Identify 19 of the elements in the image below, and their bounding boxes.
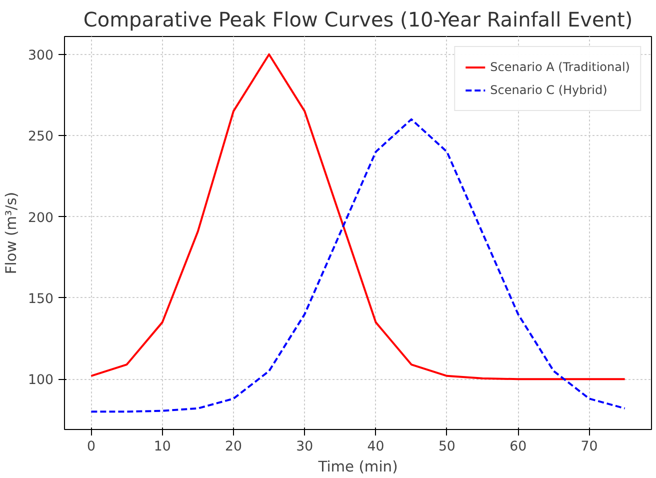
y-tick-label: 150 (28, 292, 54, 307)
y-tick-label: 100 (28, 373, 54, 388)
legend-label: Scenario C (Hybrid) (490, 83, 608, 97)
line-series (90, 118, 626, 413)
x-tick-label: 20 (225, 440, 242, 454)
x-tick-label: 40 (367, 440, 384, 454)
y-tick-label: 250 (28, 130, 54, 145)
legend-label: Scenario A (Traditional) (490, 60, 630, 74)
x-tick-label: 0 (86, 440, 96, 454)
x-tick-label: 60 (510, 440, 527, 454)
x-axis-title: Time (min) (317, 458, 398, 476)
x-tick-label: 10 (154, 440, 171, 454)
y-tick-label: 200 (28, 210, 54, 226)
chart-title: Comparative Peak Flow Curves (10-Year Rainfall Event) (83, 8, 633, 32)
y-tick-label: 300 (28, 48, 54, 64)
x-tick-label: 50 (438, 440, 456, 454)
x-tick-label: 30 (296, 440, 314, 454)
x-tick-label: 70 (580, 440, 598, 454)
y-axis-title: Flow (m³/s) (3, 192, 20, 274)
